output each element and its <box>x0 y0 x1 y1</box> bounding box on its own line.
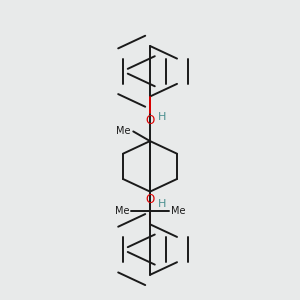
Text: Me: Me <box>171 206 185 216</box>
Text: O: O <box>146 194 154 206</box>
Text: O: O <box>146 114 154 127</box>
Text: Me: Me <box>115 206 129 216</box>
Text: H: H <box>158 199 167 209</box>
Text: Me: Me <box>116 126 131 136</box>
Text: H: H <box>158 112 167 122</box>
